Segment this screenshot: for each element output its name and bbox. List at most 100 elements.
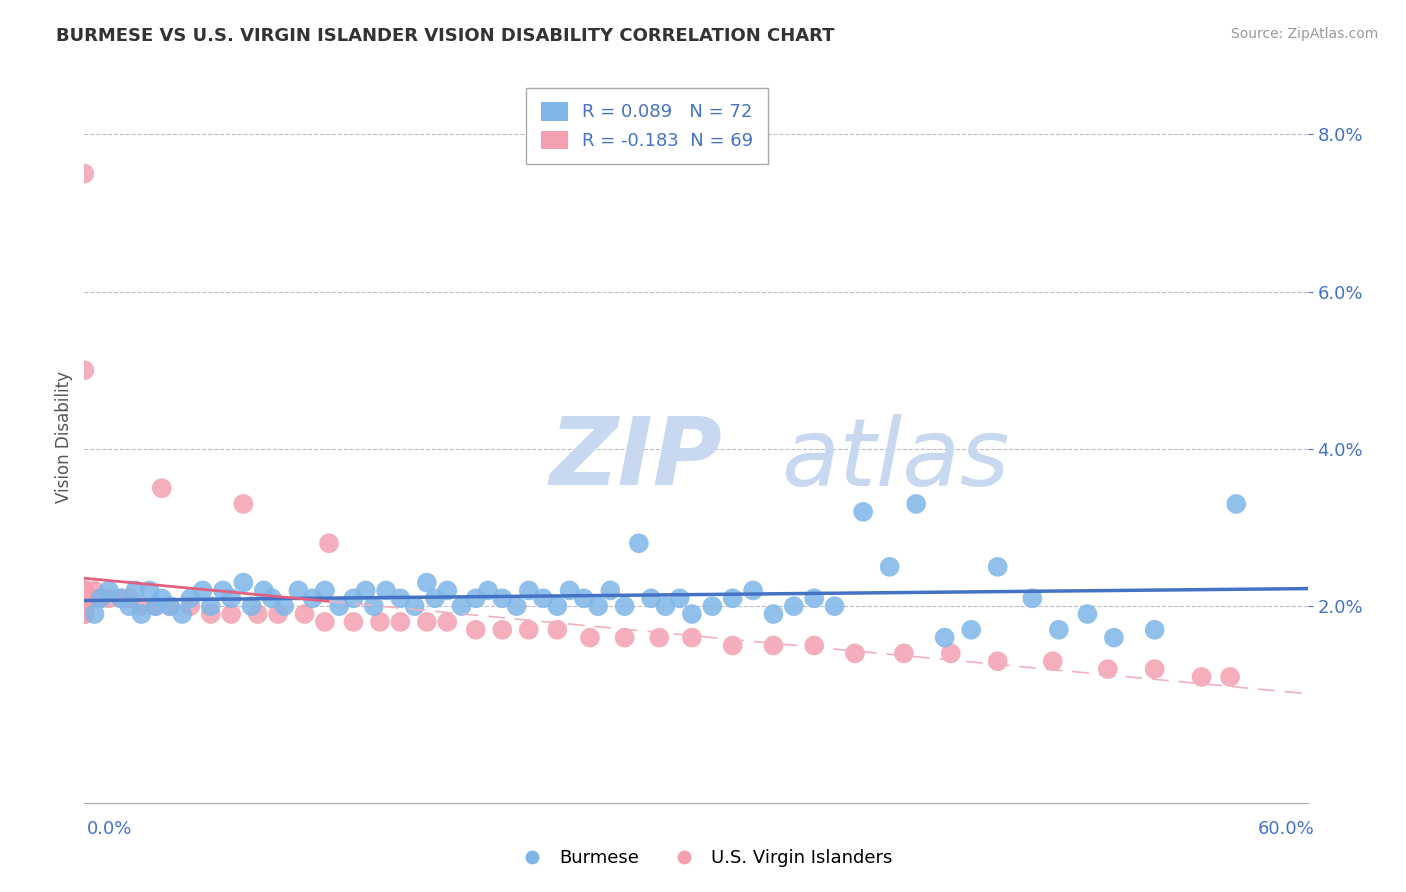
Point [477, 583, 499, 598]
Point [934, 631, 956, 645]
Point [939, 646, 962, 660]
Point [73, 583, 96, 598]
Point [1219, 670, 1241, 684]
Point [73, 599, 96, 614]
Point [1047, 623, 1070, 637]
Point [246, 607, 269, 621]
Point [110, 591, 132, 606]
Point [314, 583, 336, 598]
Point [450, 599, 472, 614]
Point [73, 599, 96, 614]
Point [404, 599, 426, 614]
Point [73, 591, 96, 606]
Point [824, 599, 846, 614]
Point [110, 591, 132, 606]
Point [416, 575, 439, 590]
Point [783, 599, 806, 614]
Point [90, 591, 112, 606]
Point [389, 615, 412, 629]
Point [301, 591, 323, 606]
Point [363, 599, 385, 614]
Point [423, 591, 446, 606]
Point [579, 631, 602, 645]
Point [219, 607, 242, 621]
Text: ZIP: ZIP [550, 413, 723, 505]
Y-axis label: Vision Disability: Vision Disability [55, 371, 73, 503]
Point [328, 599, 350, 614]
Point [73, 599, 96, 614]
Point [491, 591, 513, 606]
Point [681, 631, 703, 645]
Point [987, 654, 1010, 668]
Point [159, 599, 181, 614]
Point [893, 646, 915, 660]
Point [342, 615, 364, 629]
Point [702, 599, 724, 614]
Point [987, 559, 1010, 574]
Point [131, 599, 153, 614]
Point [389, 591, 412, 606]
Point [232, 575, 254, 590]
Point [90, 591, 112, 606]
Point [273, 599, 295, 614]
Point [73, 583, 96, 598]
Point [83, 583, 105, 598]
Point [318, 536, 340, 550]
Point [762, 639, 785, 653]
Point [73, 583, 96, 598]
Point [681, 607, 703, 621]
Point [212, 583, 235, 598]
Text: 60.0%: 60.0% [1258, 820, 1315, 838]
Point [905, 497, 928, 511]
Point [145, 599, 167, 614]
Point [73, 583, 96, 598]
Point [436, 615, 458, 629]
Point [1042, 654, 1064, 668]
Point [118, 591, 141, 606]
Point [200, 599, 222, 614]
Point [491, 623, 513, 637]
Point [416, 615, 439, 629]
Point [627, 536, 650, 550]
Point [721, 639, 744, 653]
Point [267, 607, 290, 621]
Point [960, 623, 983, 637]
Point [73, 583, 96, 598]
Point [145, 599, 167, 614]
Point [844, 646, 866, 660]
Point [232, 497, 254, 511]
Point [464, 623, 486, 637]
Point [73, 583, 96, 598]
Point [172, 607, 194, 621]
Point [73, 591, 96, 606]
Point [1076, 607, 1098, 621]
Legend: R = 0.089   N = 72, R = -0.183  N = 69: R = 0.089 N = 72, R = -0.183 N = 69 [526, 87, 768, 164]
Text: atlas: atlas [782, 414, 1010, 505]
Point [200, 607, 222, 621]
Point [531, 591, 554, 606]
Point [287, 583, 309, 598]
Point [73, 599, 96, 614]
Text: 0.0%: 0.0% [87, 820, 132, 838]
Text: BURMESE VS U.S. VIRGIN ISLANDER VISION DISABILITY CORRELATION CHART: BURMESE VS U.S. VIRGIN ISLANDER VISION D… [56, 27, 835, 45]
Point [97, 591, 120, 606]
Point [73, 583, 96, 598]
Point [73, 591, 96, 606]
Point [73, 591, 96, 606]
Point [124, 583, 146, 598]
Point [613, 631, 636, 645]
Point [803, 639, 825, 653]
Point [73, 583, 96, 598]
Point [1143, 623, 1166, 637]
Legend: Burmese, U.S. Virgin Islanders: Burmese, U.S. Virgin Islanders [506, 842, 900, 874]
Point [191, 583, 214, 598]
Point [131, 607, 153, 621]
Point [314, 615, 336, 629]
Point [354, 583, 377, 598]
Point [375, 583, 398, 598]
Point [73, 363, 96, 377]
Point [73, 591, 96, 606]
Point [852, 505, 875, 519]
Point [253, 583, 276, 598]
Point [150, 481, 173, 495]
